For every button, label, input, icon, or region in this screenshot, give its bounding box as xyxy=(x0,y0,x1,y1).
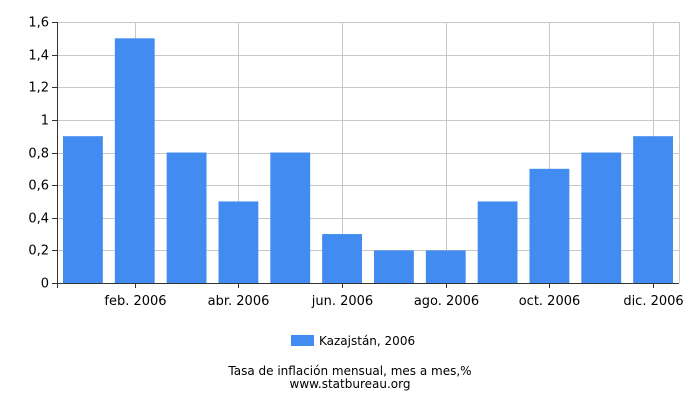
x-tick-labels: feb. 2006 abr. 2006 jun. 2006 ago. 2006 oct.… xyxy=(104,294,683,309)
bars xyxy=(63,38,673,283)
source-url: www.statbureau.org xyxy=(290,377,411,391)
legend-label: Kazajstán, 2006 xyxy=(319,334,415,348)
legend: Kazajstán, 2006 xyxy=(291,334,415,348)
x-tick-label: oct. 2006 xyxy=(519,294,581,309)
bar xyxy=(477,201,518,283)
bar xyxy=(270,152,311,283)
legend-swatch xyxy=(291,335,314,346)
y-tick-label: 1,4 xyxy=(28,49,49,64)
y-tick-label: 0,6 xyxy=(28,179,49,194)
bar xyxy=(425,250,466,283)
y-tick-label: 1 xyxy=(41,114,49,129)
chart-title: Tasa de inflación mensual, mes a mes,% xyxy=(227,364,471,378)
y-tick-label: 0,8 xyxy=(28,147,49,162)
bar xyxy=(63,136,103,283)
x-tick-label: ago. 2006 xyxy=(414,294,479,309)
y-tick-label: 1,6 xyxy=(28,16,49,31)
y-tick-label: 0,2 xyxy=(28,244,49,259)
x-tick-label: dic. 2006 xyxy=(623,294,683,309)
bar xyxy=(218,201,259,283)
bar xyxy=(581,152,622,283)
bar xyxy=(166,152,207,283)
x-tick-label: feb. 2006 xyxy=(104,294,166,309)
y-tick-label: 1,2 xyxy=(28,81,49,96)
bar xyxy=(322,234,362,283)
bar xyxy=(529,168,570,283)
y-tick-label: 0,4 xyxy=(28,212,49,227)
axes xyxy=(52,22,679,288)
bar xyxy=(114,38,155,283)
x-tick-label: abr. 2006 xyxy=(208,294,270,309)
bar xyxy=(633,136,673,283)
y-tick-label: 0 xyxy=(41,277,49,292)
bar xyxy=(374,250,414,283)
y-tick-labels: 0 0,2 0,4 0,6 0,8 1 1,2 1,4 1,6 xyxy=(28,16,49,292)
x-tick-label: jun. 2006 xyxy=(311,294,373,309)
